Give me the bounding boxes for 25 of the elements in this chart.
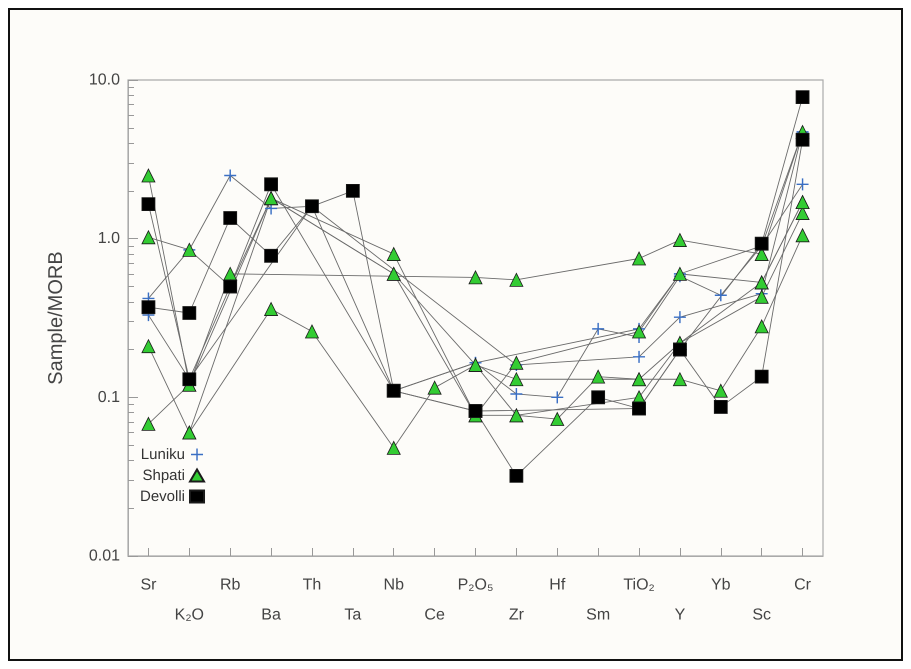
x-tick-label: Nb	[384, 576, 404, 594]
x-tick-label: Sc	[752, 606, 772, 624]
y-tick-label: 0.01	[88, 548, 120, 564]
x-tick-label: Yb	[711, 576, 731, 594]
x-tick-label: TiO₂	[623, 576, 655, 594]
legend-label: Luniku	[140, 446, 186, 463]
y-tick-label: 0.1	[98, 388, 120, 406]
x-tick-label: Cr	[794, 576, 812, 594]
x-tick-label: Y	[674, 606, 686, 624]
x-tick-label: Th	[302, 576, 322, 594]
y-tick-label: 10.0	[88, 72, 120, 88]
x-tick-label: Ce	[424, 606, 445, 624]
y-tick-label: 1.0	[98, 230, 120, 248]
x-tick-label: Ta	[344, 606, 362, 624]
x-tick-label: Sm	[586, 606, 610, 624]
x-tick-label: Rb	[220, 576, 241, 594]
x-tick-label: P₂O₅	[458, 576, 494, 594]
y-axis-title: Sample/MORB	[45, 251, 67, 385]
x-tick-label: Zr	[508, 606, 525, 624]
legend-label: Shpati	[142, 467, 186, 484]
legend-label: Devolli	[140, 488, 186, 505]
x-tick-label: Hf	[549, 576, 566, 594]
x-tick-label: Ba	[261, 606, 281, 624]
x-tick-label: Sr	[140, 576, 158, 594]
x-tick-label: K₂O	[174, 606, 204, 624]
